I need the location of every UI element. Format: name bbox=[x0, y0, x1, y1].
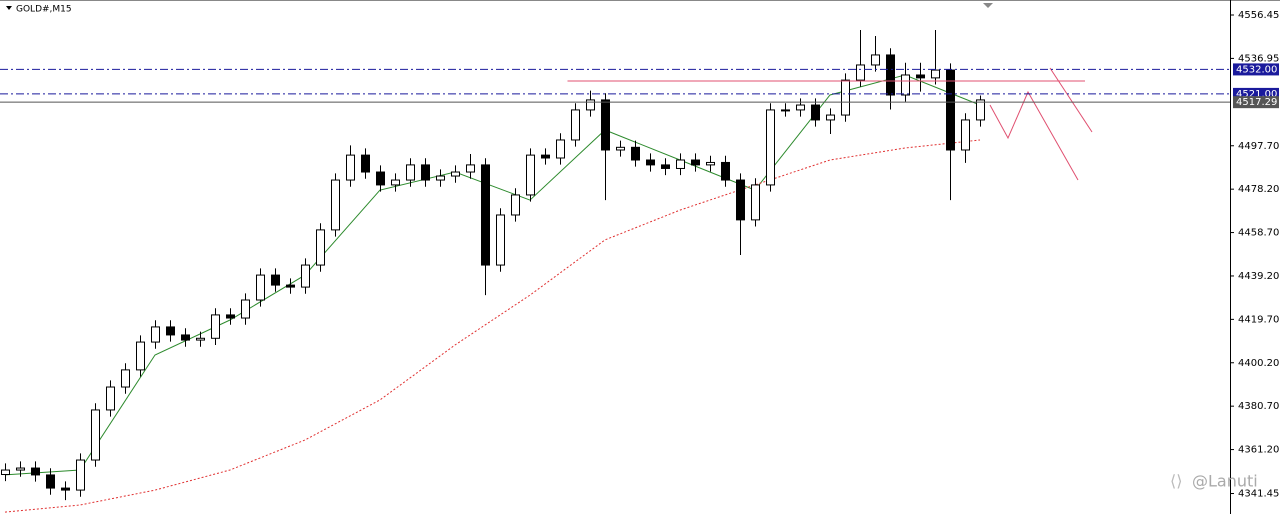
price-label: 4532.00 bbox=[1236, 64, 1277, 75]
candle-body bbox=[511, 194, 520, 216]
watermark-icon: ⟨⟩ bbox=[1170, 472, 1182, 491]
candle-body bbox=[46, 474, 55, 489]
candle-body bbox=[556, 139, 565, 159]
candle-body bbox=[886, 54, 895, 96]
y-tick-label: 4341.45 bbox=[1238, 489, 1279, 500]
candle-body bbox=[736, 179, 745, 221]
candle-body bbox=[271, 274, 280, 286]
y-tick-label: 4439.20 bbox=[1238, 271, 1279, 282]
price-label-box bbox=[1233, 63, 1279, 76]
watermark: @Lanuti bbox=[1192, 472, 1258, 491]
candle-body bbox=[601, 99, 610, 151]
candle-body bbox=[1, 469, 10, 475]
candle-body bbox=[181, 334, 190, 341]
candle-body bbox=[421, 164, 430, 181]
candle-body bbox=[826, 114, 835, 121]
candle-body bbox=[541, 154, 550, 159]
candle-body bbox=[151, 326, 160, 343]
candle-body bbox=[796, 104, 805, 111]
candle-body bbox=[121, 369, 130, 388]
candle-body bbox=[226, 314, 235, 319]
candle-body bbox=[931, 69, 940, 79]
candle-body bbox=[166, 326, 175, 336]
candle-body bbox=[946, 69, 955, 151]
y-tick-label: 4419.70 bbox=[1238, 314, 1279, 325]
y-tick-label: 4536.95 bbox=[1238, 53, 1279, 64]
candle-body bbox=[16, 467, 25, 471]
moving-average bbox=[4, 139, 981, 513]
shift-marker[interactable] bbox=[983, 3, 993, 8]
price-label: 4517.29 bbox=[1236, 97, 1277, 108]
candle-body bbox=[301, 264, 310, 288]
candle-body bbox=[91, 409, 100, 461]
candle-body bbox=[586, 99, 595, 111]
candle-body bbox=[811, 104, 820, 121]
candle-body bbox=[496, 214, 505, 266]
candle-body bbox=[376, 171, 385, 186]
candle-body bbox=[901, 74, 910, 96]
candle-body bbox=[316, 229, 325, 266]
candle-body bbox=[961, 119, 970, 151]
candle-body bbox=[781, 109, 790, 112]
candle-body bbox=[391, 179, 400, 186]
y-tick-label: 4361.20 bbox=[1238, 445, 1279, 456]
y-tick-label: 4458.70 bbox=[1238, 228, 1279, 239]
candle-body bbox=[286, 284, 295, 288]
candle-body bbox=[616, 146, 625, 151]
candle-body bbox=[871, 54, 880, 66]
candle-body bbox=[481, 164, 490, 266]
candle-body bbox=[976, 99, 985, 121]
y-tick-label: 4497.70 bbox=[1238, 141, 1279, 152]
y-tick-label: 4400.20 bbox=[1238, 358, 1279, 369]
projection-line bbox=[989, 90, 1079, 181]
candle-body bbox=[706, 161, 715, 166]
candle-body bbox=[451, 171, 460, 177]
candle-body bbox=[841, 79, 850, 116]
candle-body bbox=[436, 175, 445, 181]
candle-body bbox=[61, 487, 70, 491]
candle-body bbox=[331, 179, 340, 231]
candle-body bbox=[856, 64, 865, 81]
candle-body bbox=[346, 154, 355, 181]
projection-line bbox=[1049, 67, 1093, 133]
candle-body bbox=[136, 341, 145, 371]
candle-body bbox=[661, 164, 670, 169]
y-tick-label: 4478.20 bbox=[1238, 184, 1279, 195]
candle-body bbox=[241, 299, 250, 319]
candle-body bbox=[76, 459, 85, 491]
candle-body bbox=[526, 154, 535, 196]
candle-body bbox=[466, 164, 475, 173]
candle-body bbox=[361, 154, 370, 173]
candle-body bbox=[406, 164, 415, 181]
y-tick-label: 4556.45 bbox=[1238, 10, 1279, 21]
candle-body bbox=[631, 146, 640, 161]
candle-body bbox=[196, 337, 205, 341]
candle-body bbox=[916, 74, 925, 79]
price-label: 4521.00 bbox=[1236, 89, 1277, 100]
candle-body bbox=[646, 159, 655, 166]
candle-body bbox=[256, 274, 265, 301]
candle-body bbox=[31, 467, 40, 476]
menu-arrow[interactable] bbox=[6, 6, 12, 10]
candle-body bbox=[571, 109, 580, 141]
candle-body bbox=[211, 314, 220, 339]
candle-body bbox=[721, 161, 730, 181]
y-tick-label: 4380.70 bbox=[1238, 401, 1279, 412]
candle-body bbox=[691, 159, 700, 166]
candle-body bbox=[106, 386, 115, 411]
price-label-box bbox=[1233, 96, 1279, 109]
chart-title: GOLD#,M15 bbox=[16, 5, 72, 15]
candle-body bbox=[676, 159, 685, 169]
candle-body bbox=[766, 109, 775, 186]
candle-body bbox=[751, 184, 760, 221]
